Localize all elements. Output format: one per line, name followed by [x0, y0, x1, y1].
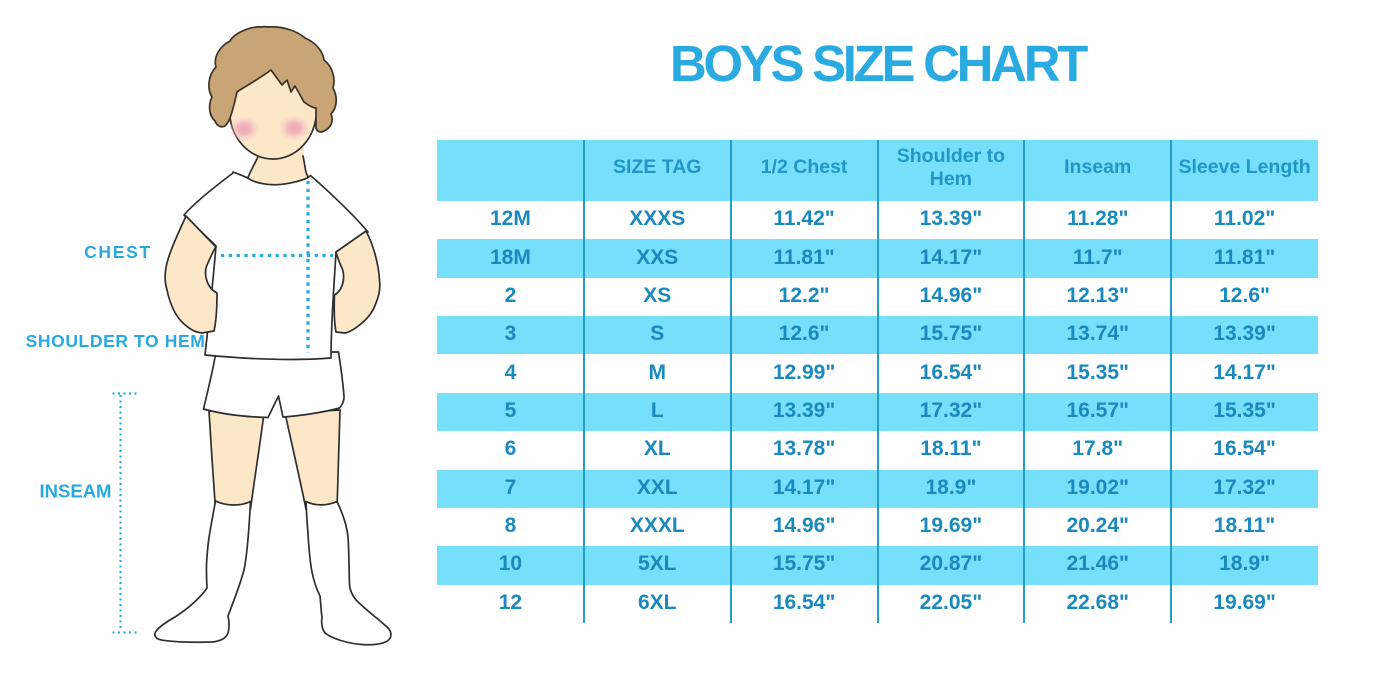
- svg-text:SHOULDER TO HEM: SHOULDER TO HEM: [26, 331, 206, 351]
- svg-text:INSEAM: INSEAM: [40, 481, 112, 502]
- svg-text:CHEST: CHEST: [84, 242, 152, 262]
